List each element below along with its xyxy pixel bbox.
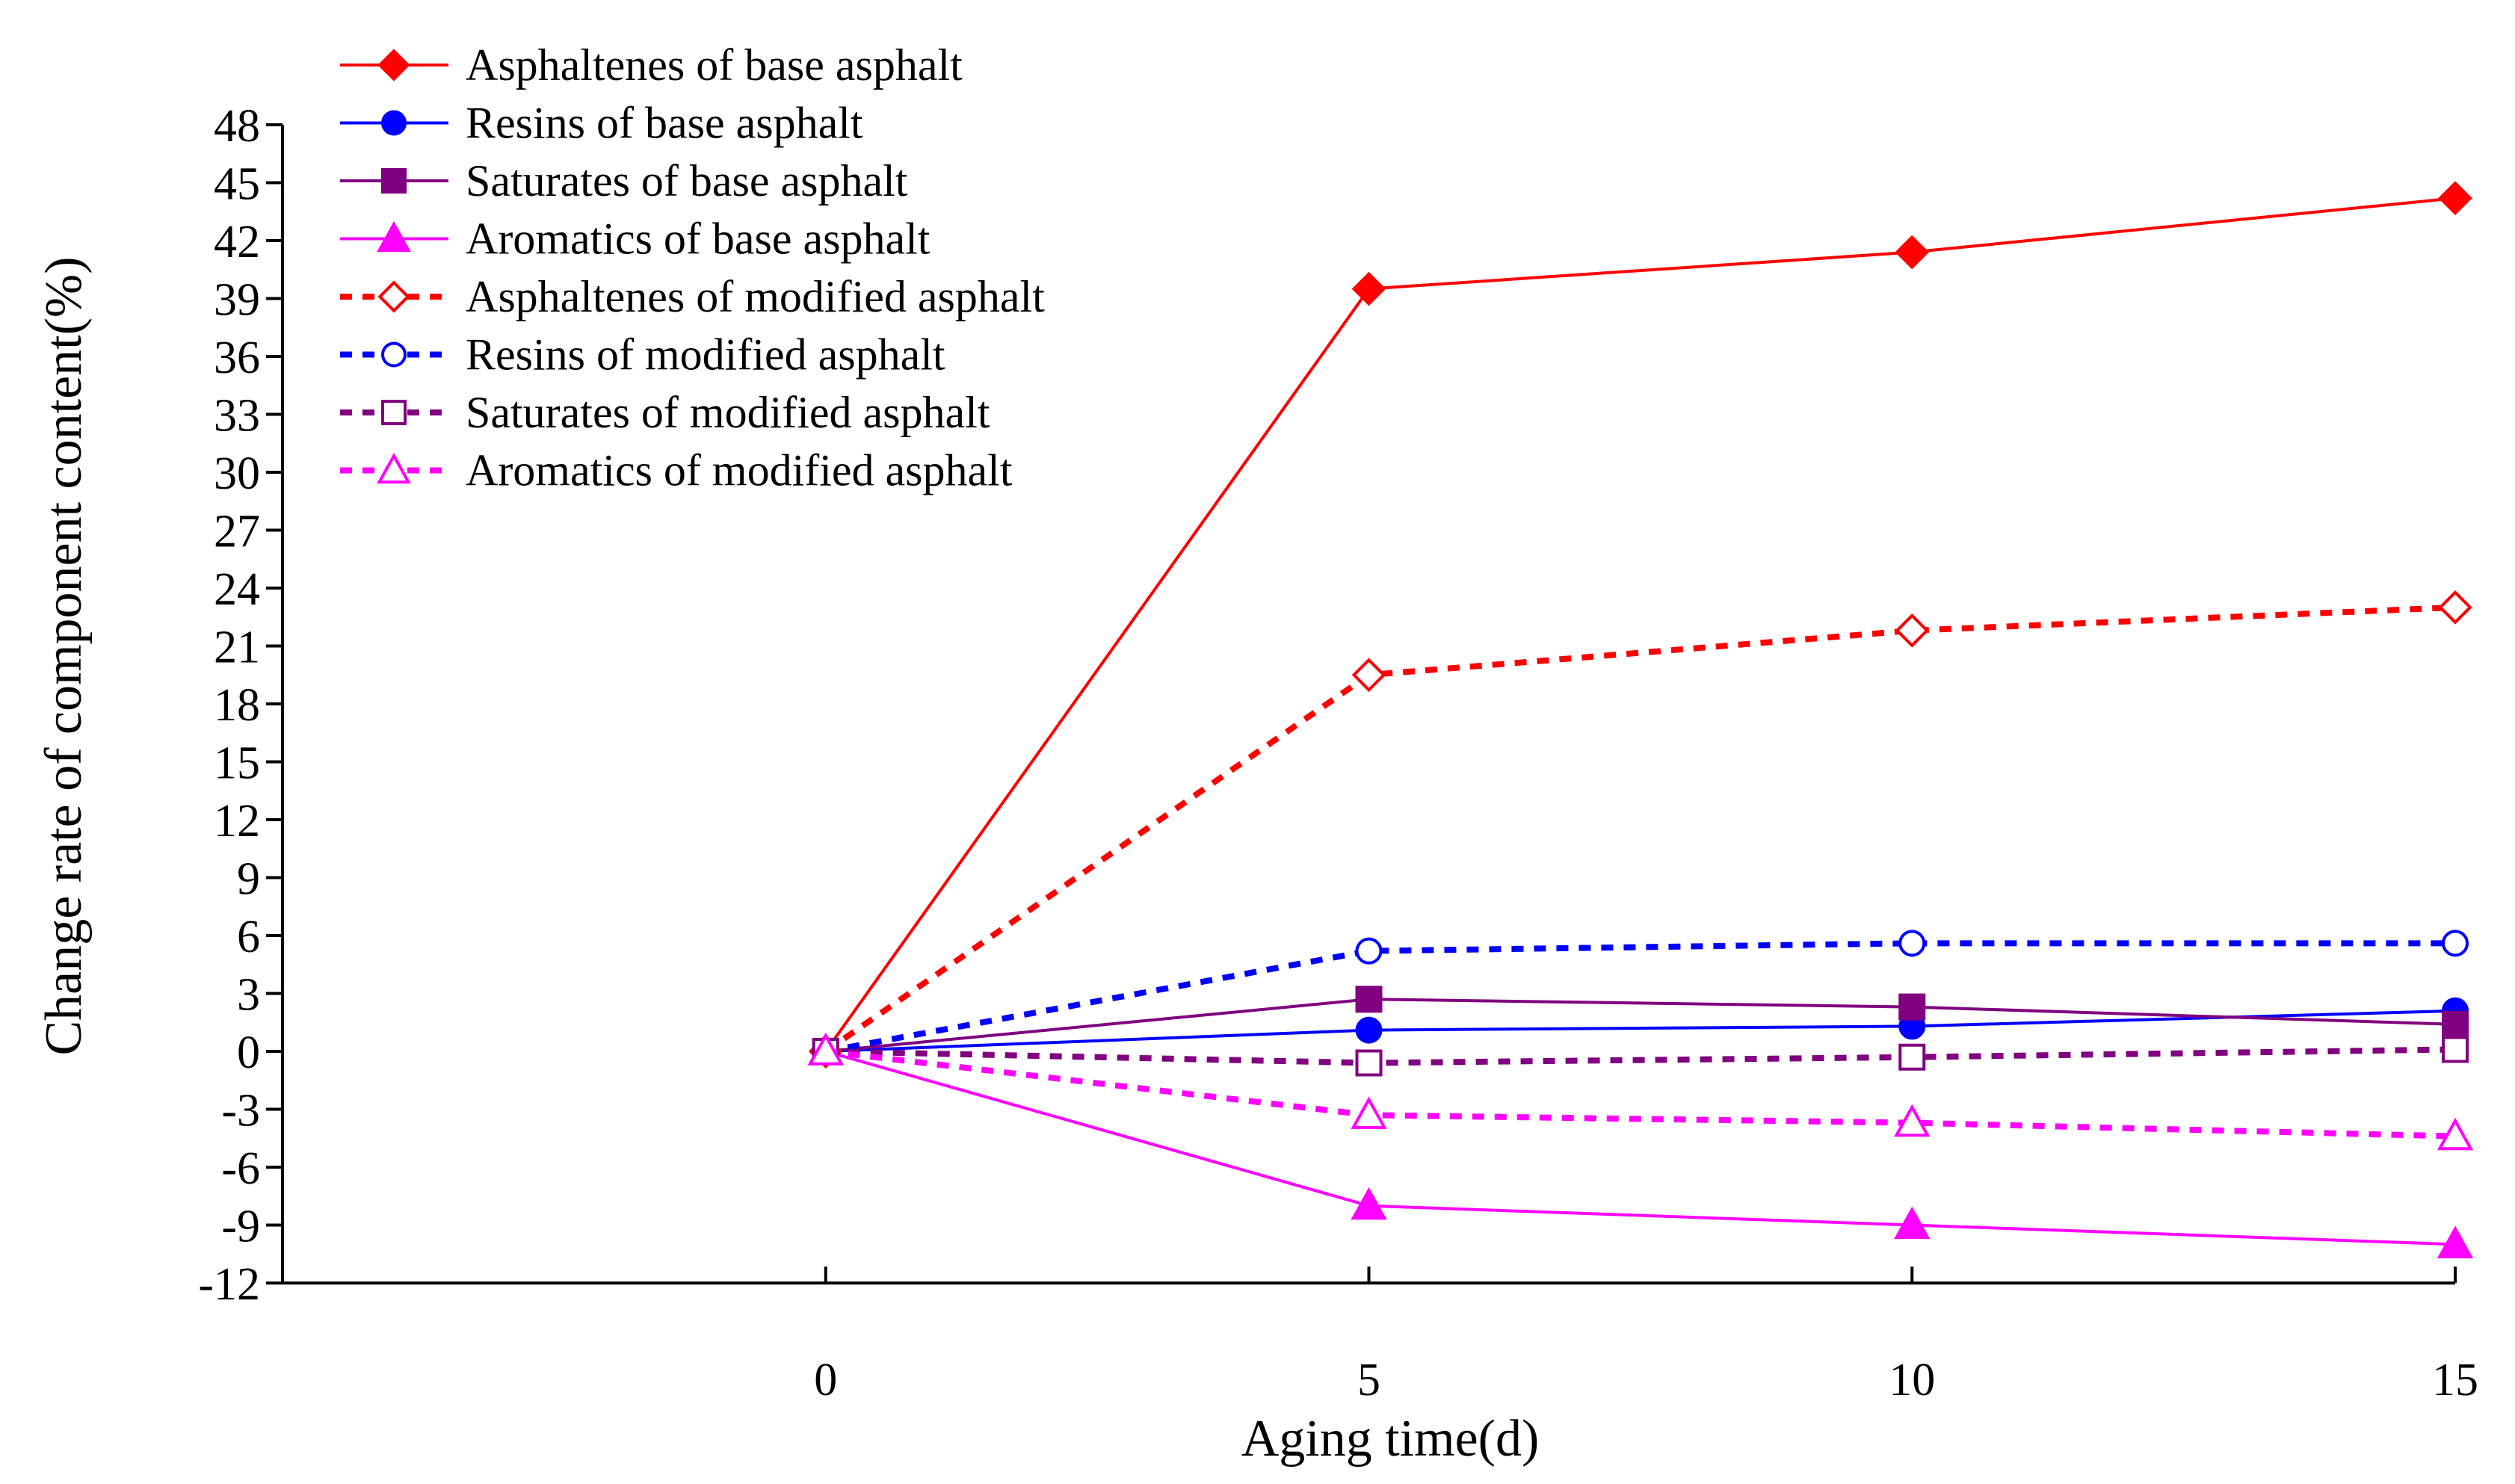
y-axis-title: Change rate of component content(%) bbox=[35, 256, 93, 1055]
y-tick-label: 27 bbox=[214, 507, 260, 557]
triangle-marker bbox=[1351, 1187, 1387, 1220]
triangle-marker bbox=[1351, 1096, 1387, 1129]
y-tick-label: 9 bbox=[237, 854, 260, 905]
circle-marker bbox=[1355, 1016, 1383, 1044]
y-tick-label: 48 bbox=[214, 101, 260, 152]
x-tick-label: 0 bbox=[814, 1355, 837, 1406]
triangle-marker bbox=[377, 220, 411, 253]
triangle-marker bbox=[377, 452, 411, 484]
series-7 bbox=[812, 1036, 2469, 1077]
series-line bbox=[825, 940, 2455, 1054]
square-marker bbox=[381, 400, 407, 425]
legend-item: Saturates of modified asphalt bbox=[340, 388, 990, 437]
y-tick-label: -12 bbox=[198, 1259, 260, 1310]
legend-item: Aromatics of modified asphalt bbox=[340, 446, 1013, 495]
series-3 bbox=[812, 986, 2469, 1065]
circle-marker bbox=[2442, 930, 2469, 957]
y-tick-label: 39 bbox=[214, 275, 260, 326]
legend-label: Resins of modified asphalt bbox=[466, 330, 945, 380]
x-axis-title: Aging time(d) bbox=[1241, 1410, 1540, 1468]
series-line bbox=[825, 1048, 2456, 1140]
triangle-marker bbox=[2437, 1117, 2474, 1151]
triangle-marker bbox=[1894, 1104, 1931, 1137]
x-tick-label: 5 bbox=[1357, 1355, 1380, 1406]
square-marker bbox=[2442, 1010, 2469, 1038]
plot-area bbox=[807, 181, 2474, 1258]
legend: Asphaltenes of base asphalt Resins of bas… bbox=[340, 40, 1045, 495]
y-tick-label: 6 bbox=[237, 912, 260, 962]
circle-marker bbox=[1898, 930, 1926, 957]
diamond-marker bbox=[1351, 271, 1386, 306]
circle-marker bbox=[1355, 937, 1383, 965]
y-tick-label: -6 bbox=[221, 1143, 260, 1194]
series-line bbox=[825, 1046, 2456, 1066]
series-line bbox=[825, 998, 2456, 1053]
series-line bbox=[825, 1009, 2456, 1053]
legend-label: Saturates of base asphalt bbox=[466, 156, 908, 205]
y-tick-label: 30 bbox=[214, 448, 260, 499]
diamond-marker bbox=[377, 49, 410, 81]
y-tick-label: 24 bbox=[214, 564, 260, 615]
square-marker bbox=[381, 168, 407, 194]
series-8 bbox=[807, 1033, 2474, 1151]
y-tick-label: -3 bbox=[221, 1086, 260, 1137]
square-marker bbox=[1898, 993, 1926, 1021]
triangle-marker bbox=[1894, 1206, 1931, 1240]
triangle-marker bbox=[2437, 1225, 2474, 1258]
legend-item: Resins of base asphalt bbox=[340, 99, 863, 148]
y-tick-label: 42 bbox=[214, 217, 260, 268]
diamond-marker bbox=[2438, 590, 2472, 625]
y-tick-label: 33 bbox=[214, 391, 260, 442]
y-tick-label: -9 bbox=[221, 1202, 260, 1252]
square-marker bbox=[1898, 1043, 1926, 1071]
y-tick-label: 15 bbox=[214, 738, 260, 789]
diamond-marker bbox=[377, 280, 410, 313]
axes: -12-9-6-30369121518212427303336394245480… bbox=[198, 101, 2478, 1406]
y-tick-label: 3 bbox=[237, 970, 260, 1021]
legend-label: Asphaltenes of base asphalt bbox=[466, 40, 963, 90]
y-tick-label: 12 bbox=[214, 796, 260, 847]
legend-label: Saturates of modified asphalt bbox=[466, 388, 990, 437]
diamond-marker bbox=[1895, 235, 1930, 270]
triangle-marker bbox=[807, 1033, 844, 1066]
square-marker bbox=[1355, 986, 1383, 1013]
legend-item: Saturates of base asphalt bbox=[340, 156, 908, 205]
legend-label: Resins of base asphalt bbox=[466, 99, 863, 148]
legend-label: Asphaltenes of modified asphalt bbox=[466, 272, 1045, 321]
legend-item: Resins of modified asphalt bbox=[340, 330, 945, 380]
legend-label: Aromatics of modified asphalt bbox=[466, 446, 1013, 495]
legend-item: Asphaltenes of base asphalt bbox=[340, 40, 963, 90]
series-line bbox=[825, 1050, 2456, 1246]
diamond-marker bbox=[1351, 658, 1386, 693]
square-marker bbox=[1355, 1049, 1383, 1077]
y-tick-label: 18 bbox=[214, 680, 260, 731]
circle-marker bbox=[381, 110, 407, 136]
series-line bbox=[824, 197, 2456, 1053]
diamond-marker bbox=[2438, 181, 2472, 215]
legend-label: Aromatics of base asphalt bbox=[466, 214, 931, 264]
x-tick-label: 10 bbox=[1889, 1355, 1935, 1406]
y-tick-label: 45 bbox=[214, 159, 260, 210]
diamond-marker bbox=[1895, 613, 1930, 648]
legend-item: Asphaltenes of modified asphalt bbox=[340, 272, 1045, 321]
circle-marker bbox=[381, 341, 407, 368]
legend-item: Aromatics of base asphalt bbox=[340, 214, 931, 264]
square-marker bbox=[2442, 1036, 2469, 1063]
y-tick-label: 36 bbox=[214, 333, 260, 383]
x-tick-label: 15 bbox=[2432, 1355, 2478, 1406]
y-tick-label: 0 bbox=[237, 1027, 260, 1078]
y-tick-label: 21 bbox=[214, 622, 260, 673]
